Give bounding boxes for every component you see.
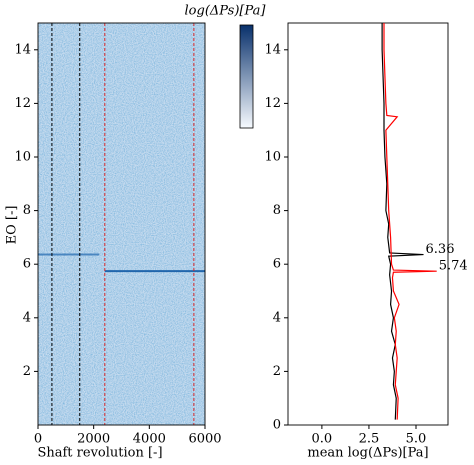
x-tick-label: 6000 — [188, 432, 221, 447]
y-tick-label: 14 — [264, 42, 281, 57]
x-tick-label: 0.0 — [312, 432, 333, 447]
y-tick-label: 6 — [273, 257, 281, 272]
annotation: 6.36 — [426, 242, 455, 257]
series-line — [381, 23, 424, 420]
y-tick-label: 8 — [273, 203, 281, 218]
y-tick-label: 2 — [23, 364, 31, 379]
x-tick-label: 0 — [34, 432, 42, 447]
plot-frame — [287, 22, 449, 426]
y-tick-label: 2 — [273, 364, 281, 379]
y-tick-label: 10 — [264, 150, 281, 165]
colorbar-label: log(ΔPs)[Pa] — [185, 4, 267, 19]
x-axis-label: mean log(ΔPs)[Pa] — [307, 446, 428, 461]
y-tick-label: 8 — [23, 203, 31, 218]
y-axis-label: EO [-] — [5, 206, 20, 245]
x-tick-label: 2000 — [77, 432, 110, 447]
y-tick-label: 0 — [273, 418, 281, 433]
y-tick-label: 4 — [23, 310, 31, 325]
x-tick-label: 5.0 — [406, 432, 427, 447]
plot-frame — [37, 22, 206, 426]
heatmap-texture — [38, 23, 205, 425]
y-tick-label: 12 — [14, 96, 31, 111]
x-tick-label: 2.5 — [359, 432, 380, 447]
x-tick-label: 4000 — [133, 432, 166, 447]
y-tick-label: 6 — [23, 257, 31, 272]
x-axis-label: Shaft revolution [-] — [37, 446, 162, 461]
y-tick-label: 14 — [14, 42, 31, 57]
y-tick-label: 10 — [14, 150, 31, 165]
y-tick-label: 12 — [264, 96, 281, 111]
annotation: 5.74 — [439, 259, 468, 274]
series-line — [383, 23, 437, 420]
y-tick-label: 4 — [273, 310, 281, 325]
colorbar — [239, 24, 254, 129]
